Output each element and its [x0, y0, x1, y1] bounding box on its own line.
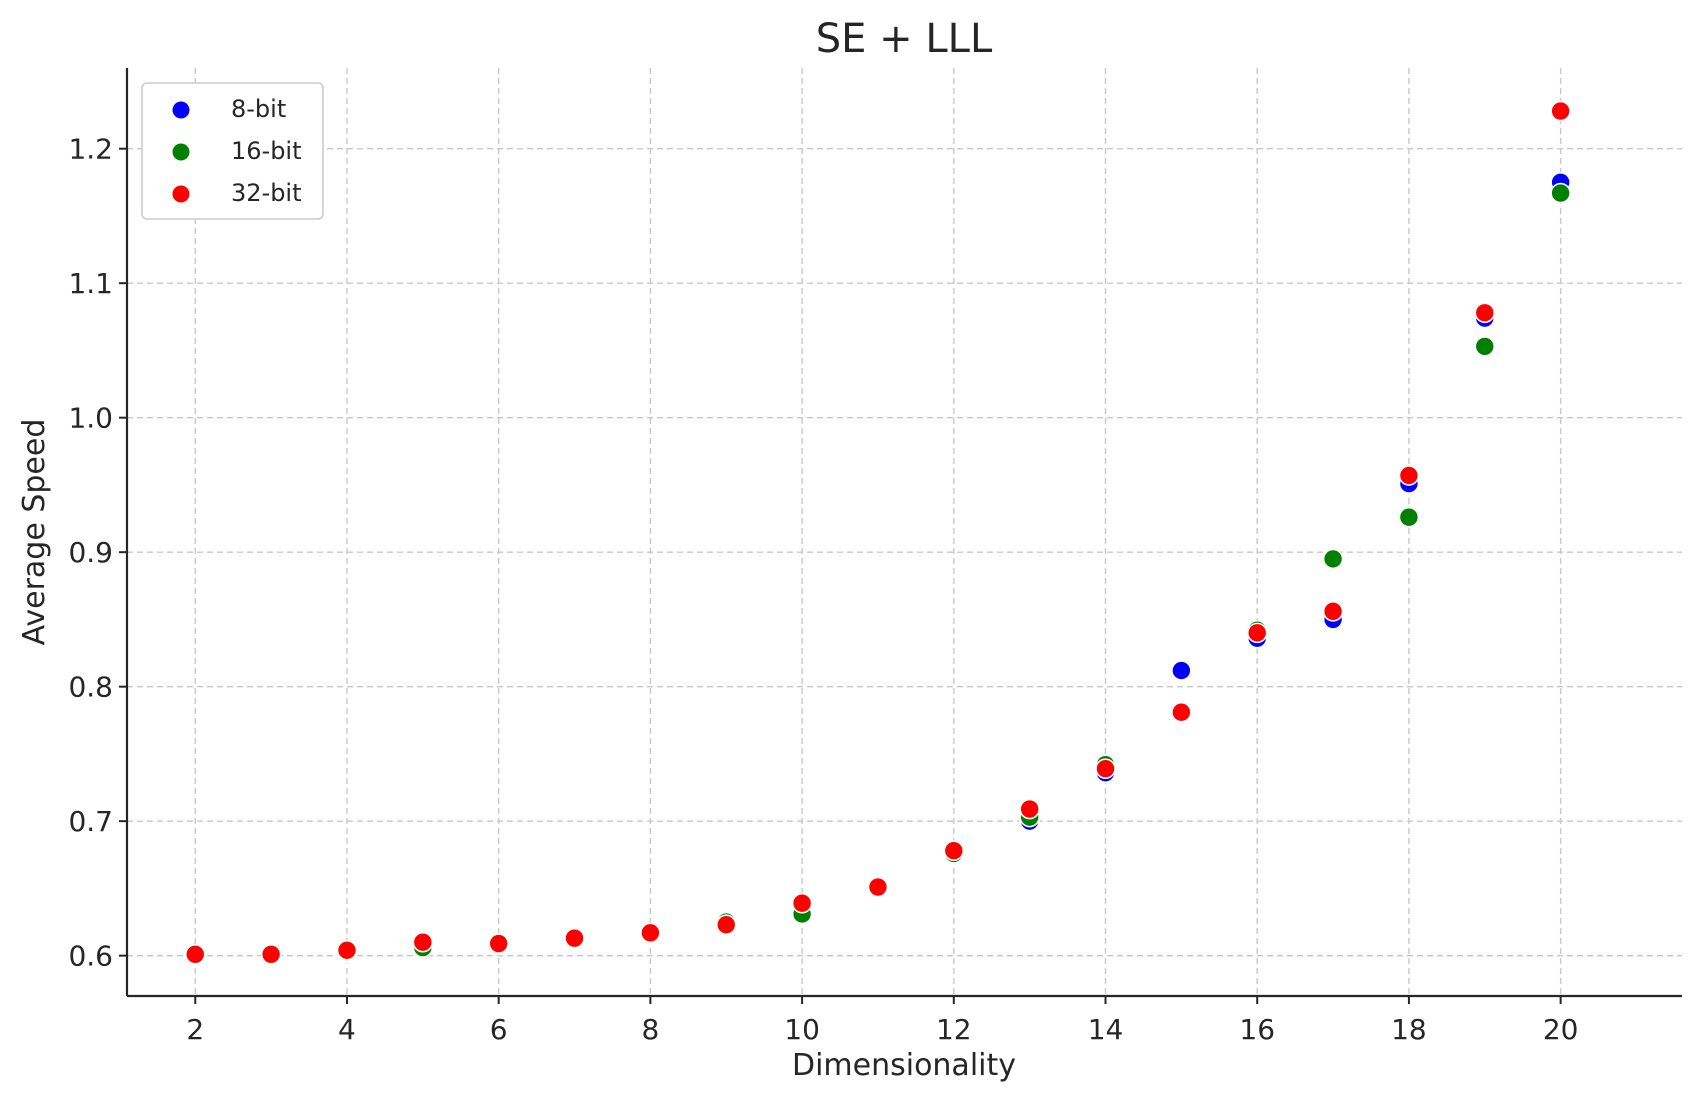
y-tick-label: 0.7: [68, 805, 113, 838]
y-tick-label: 0.6: [68, 940, 113, 973]
legend-label-16-bit: 16-bit: [231, 137, 302, 165]
x-tick-label: 6: [490, 1013, 508, 1046]
x-axis-label: Dimensionality: [792, 1048, 1016, 1083]
point-32-bit: [1019, 798, 1040, 820]
point-32-bit: [1550, 100, 1571, 122]
legend: 8-bit 16-bit 32-bit: [141, 82, 324, 220]
data-points: [184, 100, 1571, 965]
point-8-bit: [1171, 660, 1192, 681]
legend-marker-8-bit: [172, 101, 190, 119]
x-tick-label: 16: [1239, 1013, 1275, 1046]
x-tick-label: 12: [936, 1013, 972, 1046]
x-tick-label: 10: [784, 1013, 820, 1046]
point-32-bit: [336, 939, 358, 961]
chart-title: SE + LLL: [816, 16, 993, 62]
axes: [125, 68, 1682, 998]
x-tick-label: 18: [1391, 1013, 1427, 1046]
point-32-bit: [1398, 465, 1420, 486]
point-32-bit: [412, 931, 434, 953]
point-16-bit: [1322, 548, 1344, 570]
y-tick-label: 0.8: [68, 671, 113, 704]
point-32-bit: [1095, 758, 1116, 780]
point-32-bit: [715, 914, 737, 936]
y-tick-label: 1.0: [68, 402, 113, 435]
point-32-bit: [184, 944, 206, 965]
point-16-bit: [1398, 506, 1420, 528]
point-16-bit: [1550, 182, 1571, 204]
x-tick-label: 20: [1543, 1013, 1579, 1046]
point-32-bit: [1474, 302, 1496, 324]
point-32-bit: [640, 922, 661, 944]
point-32-bit: [943, 840, 965, 862]
y-tick-label: 1.2: [68, 133, 113, 166]
point-32-bit: [1246, 622, 1268, 644]
point-32-bit: [791, 892, 813, 914]
y-axis-label: Average Speed: [17, 419, 52, 646]
ticks: 2 4 6 8 10 12 14 16 18 20 0.6 0.7 0.8 0.9 1.0 1.1 1.2: [68, 133, 1578, 1046]
point-32-bit: [867, 876, 889, 898]
point-32-bit: [1171, 701, 1192, 723]
legend-marker-16-bit: [172, 143, 190, 161]
legend-frame: [141, 82, 324, 220]
point-32-bit: [1322, 601, 1344, 622]
point-32-bit: [564, 927, 585, 949]
x-tick-label: 4: [338, 1013, 356, 1046]
y-tick-label: 1.1: [68, 267, 113, 300]
x-tick-label: 14: [1088, 1013, 1124, 1046]
grid: [127, 68, 1682, 996]
legend-label-32-bit: 32-bit: [231, 179, 302, 207]
point-32-bit: [260, 944, 282, 965]
legend-marker-32-bit: [172, 185, 190, 203]
legend-label-8-bit: 8-bit: [231, 95, 286, 123]
y-tick-label: 0.9: [68, 536, 113, 569]
x-tick-label: 2: [186, 1013, 204, 1046]
point-32-bit: [488, 933, 509, 954]
x-tick-label: 8: [641, 1013, 659, 1046]
point-16-bit: [1474, 336, 1496, 357]
